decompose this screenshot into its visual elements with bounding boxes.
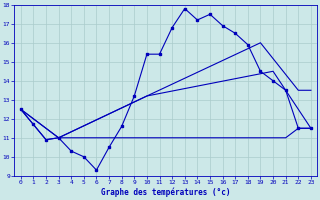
X-axis label: Graphe des températures (°c): Graphe des températures (°c) bbox=[101, 188, 231, 197]
